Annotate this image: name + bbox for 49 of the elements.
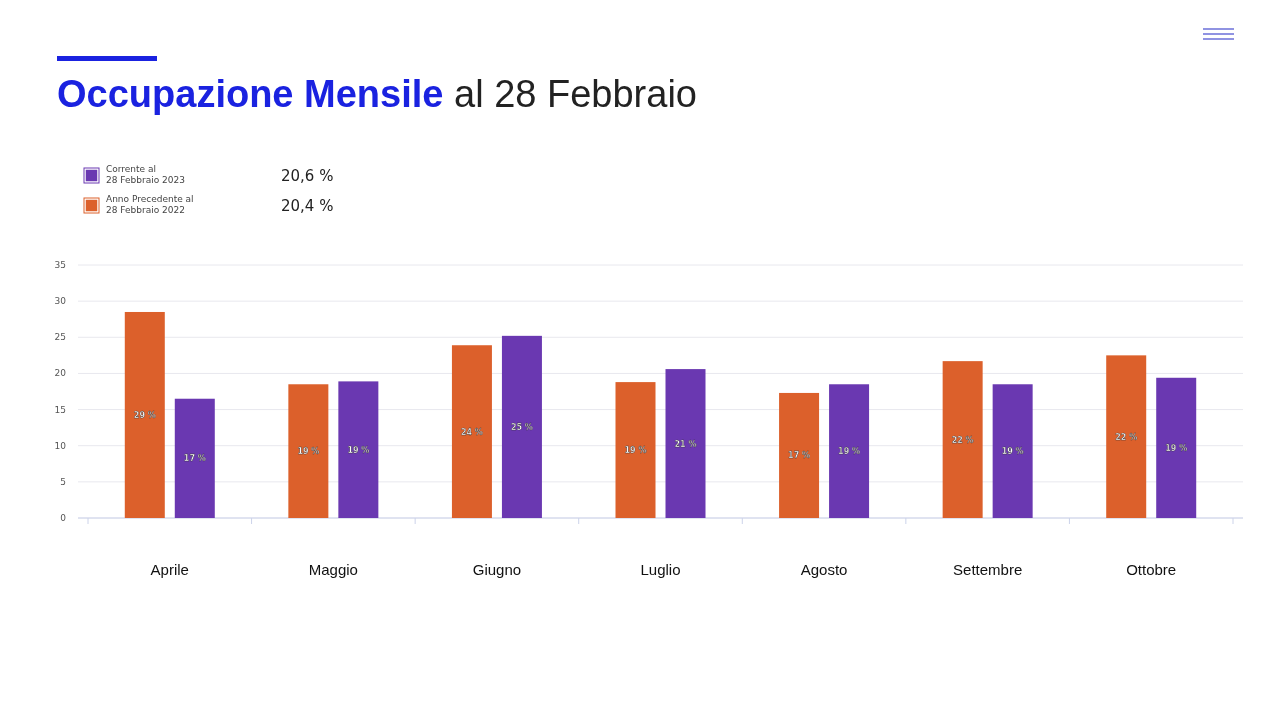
data-label: 21 %	[674, 439, 697, 449]
data-label: 22 %	[951, 435, 974, 445]
bar	[942, 361, 983, 518]
bar	[174, 398, 215, 518]
data-label: 29 %	[133, 410, 156, 420]
bar	[1156, 377, 1197, 518]
x-tick-label: Maggio	[308, 561, 358, 578]
x-tick-label: Aprile	[150, 561, 189, 578]
x-tick-label: Agosto	[800, 561, 848, 578]
y-tick-label: 35	[54, 260, 66, 270]
x-tick-label: Luglio	[640, 561, 681, 578]
y-tick-label: 15	[54, 404, 66, 415]
y-tick-label: 10	[54, 440, 67, 451]
legend-label: Anno Precedente al 28 Febbraio 2022	[106, 194, 194, 215]
data-label: 19 %	[297, 447, 320, 457]
data-label: 17 %	[183, 454, 206, 464]
bar	[829, 384, 870, 518]
data-label: 17 %	[788, 451, 811, 461]
y-tick-label: 5	[60, 476, 66, 487]
data-label: 19 %	[838, 447, 861, 457]
y-tick-label: 25	[54, 332, 66, 343]
data-label: 19 %	[1001, 447, 1024, 457]
data-label: 22 %	[1115, 432, 1138, 442]
text: 20,6 %	[281, 167, 334, 185]
chart-title: Occupazione Mensile	[57, 73, 444, 115]
y-tick-label: 0	[60, 513, 67, 523]
bar	[288, 384, 329, 518]
bar	[615, 382, 656, 518]
bar	[124, 311, 165, 518]
bar	[451, 345, 492, 518]
text: 20,4 %	[281, 197, 334, 215]
data-label: 19 %	[347, 445, 370, 455]
bar	[665, 369, 706, 518]
bar	[992, 384, 1033, 518]
legend-label: Corrente al 28 Febbraio 2023	[106, 164, 185, 185]
x-tick-label: Ottobre	[1126, 561, 1177, 578]
x-tick-label: Giugno	[472, 561, 522, 578]
data-label: 24 %	[460, 427, 483, 437]
y-tick-label: 30	[54, 296, 67, 307]
x-tick-label: Settembre	[953, 561, 1023, 578]
bar	[1106, 355, 1147, 518]
data-label: 19 %	[624, 446, 647, 456]
bar	[779, 392, 820, 518]
data-label: 19 %	[1165, 443, 1188, 453]
bar	[338, 381, 379, 518]
chart-subtitle: al 28 Febbraio	[443, 73, 697, 115]
y-tick-label: 20	[54, 368, 67, 379]
data-label: 25 %	[510, 422, 533, 432]
bar	[501, 335, 542, 518]
